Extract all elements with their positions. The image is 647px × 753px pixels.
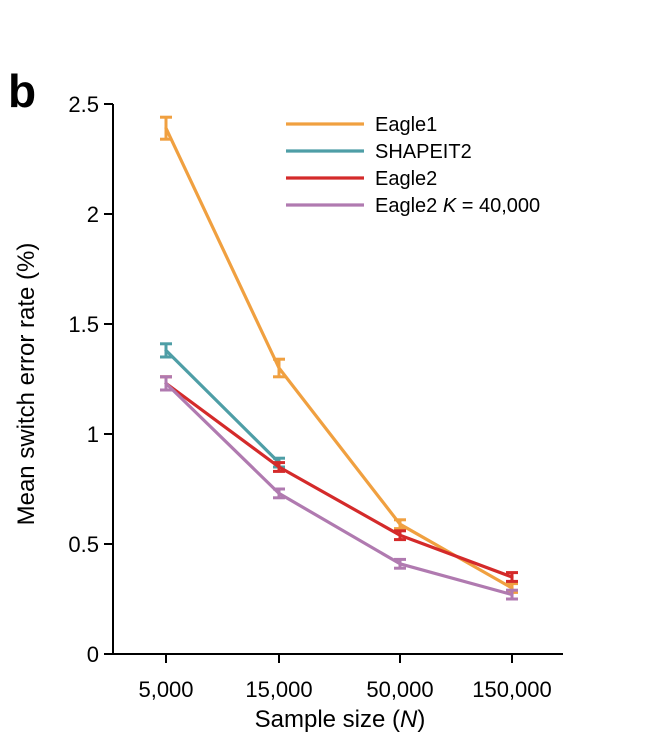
legend-item-1: SHAPEIT2 [286,141,472,163]
y-tick-label: 1 [87,422,99,447]
error-bar [506,588,518,601]
x-axis-label-text: Sample size [255,706,386,733]
series-1 [160,342,285,469]
y-tick-label: 0 [87,642,99,667]
error-bar [273,461,285,473]
series-line [164,381,514,579]
error-bar [394,518,406,531]
x-axis-label-variable: N [400,706,418,733]
series-layer [160,115,518,601]
error-bar [160,342,172,359]
x-axis-label: Sample size (N) [255,706,426,733]
x-tick-label: 50,000 [366,677,433,702]
x-tick-label: 150,000 [472,677,552,702]
series-line [164,381,514,597]
error-bar [273,487,285,500]
legend-label: Eagle2 [375,168,437,190]
y-tick-label: 0.5 [68,532,99,557]
legend-item-2: Eagle2 [286,168,437,190]
series-3 [160,375,518,601]
error-bar [160,115,172,141]
y-tick-label: 1.5 [68,312,99,337]
legend-label: Eagle2 K = 40,000 [375,195,540,217]
series-0 [160,115,518,594]
x-tick-label: 15,000 [245,677,312,702]
error-bar [273,357,285,379]
error-bar [160,375,172,392]
error-bar [394,529,406,542]
legend-label-name: Eagle2 [375,168,437,190]
legend-label-name: SHAPEIT2 [375,141,472,163]
error-bar [506,571,518,583]
series-2 [160,375,518,583]
legend-label-suffix: = 40,000 [456,195,540,217]
y-tick-label: 2.5 [68,92,99,117]
series-line [164,348,281,465]
y-axis-label: Mean switch error rate (%) [13,243,40,526]
legend-item-0: Eagle1 [286,114,437,136]
legend-label: SHAPEIT2 [375,141,472,163]
x-tick-label: 5,000 [138,677,193,702]
legend-label-variable: K [437,195,458,217]
legend-label-name: Eagle1 [375,114,437,136]
legend-label: Eagle1 [375,114,437,136]
y-tick-label: 2 [87,202,99,227]
panel-label: b [8,65,36,117]
error-bar [394,557,406,570]
legend-item-3: Eagle2 K = 40,000 [286,195,540,217]
axes: 0 0.5 1 1.5 2 2.5 5,000 15,000 50,000 150,000 [68,92,563,702]
legend-label-name: Eagle2 [375,195,437,217]
